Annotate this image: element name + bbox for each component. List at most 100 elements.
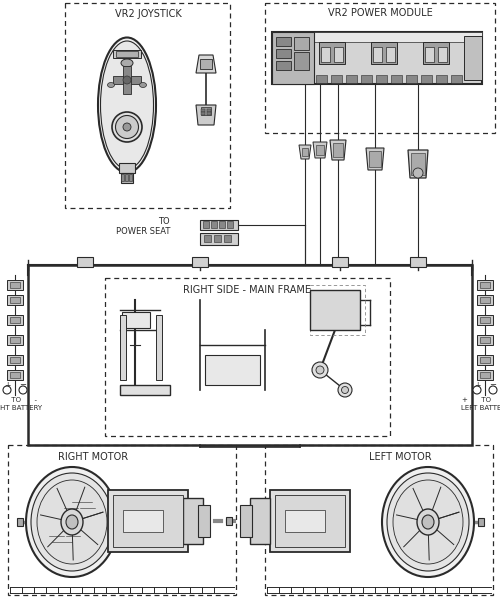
- Polygon shape: [319, 42, 345, 64]
- Polygon shape: [480, 282, 490, 288]
- Ellipse shape: [37, 480, 107, 564]
- Text: TO: TO: [158, 218, 170, 227]
- Polygon shape: [272, 32, 314, 84]
- Polygon shape: [7, 315, 23, 325]
- Polygon shape: [480, 297, 490, 303]
- Polygon shape: [214, 235, 221, 242]
- Text: VR2 JOYSTICK: VR2 JOYSTICK: [114, 9, 182, 19]
- Polygon shape: [373, 47, 382, 62]
- Polygon shape: [120, 385, 170, 395]
- Polygon shape: [408, 150, 428, 178]
- Polygon shape: [207, 112, 211, 114]
- Polygon shape: [250, 498, 270, 544]
- Text: −: −: [490, 380, 496, 389]
- Text: RIGHT BATTERY: RIGHT BATTERY: [0, 405, 42, 411]
- Polygon shape: [477, 335, 493, 345]
- Ellipse shape: [312, 362, 328, 378]
- Polygon shape: [369, 151, 381, 167]
- Polygon shape: [10, 357, 20, 363]
- Ellipse shape: [100, 41, 154, 169]
- Polygon shape: [10, 282, 20, 288]
- Polygon shape: [205, 355, 260, 385]
- Polygon shape: [113, 50, 141, 58]
- Ellipse shape: [26, 467, 118, 577]
- Polygon shape: [425, 47, 434, 62]
- Polygon shape: [211, 221, 217, 228]
- Polygon shape: [7, 370, 23, 380]
- Polygon shape: [122, 312, 150, 328]
- Polygon shape: [17, 518, 23, 526]
- Ellipse shape: [473, 386, 481, 394]
- Polygon shape: [386, 47, 395, 62]
- Polygon shape: [129, 174, 132, 181]
- Polygon shape: [331, 75, 342, 83]
- Polygon shape: [7, 335, 23, 345]
- Polygon shape: [116, 51, 138, 57]
- Polygon shape: [7, 295, 23, 305]
- Ellipse shape: [66, 515, 78, 529]
- Ellipse shape: [382, 467, 474, 577]
- Polygon shape: [477, 295, 493, 305]
- Polygon shape: [204, 235, 211, 242]
- Polygon shape: [294, 37, 309, 50]
- Polygon shape: [376, 75, 387, 83]
- Polygon shape: [451, 75, 462, 83]
- Polygon shape: [366, 148, 384, 170]
- Polygon shape: [201, 112, 205, 114]
- Ellipse shape: [19, 386, 27, 394]
- Polygon shape: [285, 510, 325, 532]
- Polygon shape: [464, 36, 482, 80]
- Ellipse shape: [413, 168, 423, 178]
- Ellipse shape: [417, 509, 439, 535]
- Polygon shape: [477, 315, 493, 325]
- Polygon shape: [200, 233, 238, 245]
- Polygon shape: [226, 517, 232, 525]
- Polygon shape: [203, 221, 209, 228]
- Polygon shape: [121, 174, 124, 181]
- Polygon shape: [123, 66, 131, 94]
- Polygon shape: [480, 372, 490, 378]
- Ellipse shape: [123, 76, 131, 84]
- Polygon shape: [477, 280, 493, 290]
- Ellipse shape: [121, 59, 133, 67]
- Polygon shape: [198, 505, 210, 537]
- Polygon shape: [480, 317, 490, 323]
- Text: +      TO      -: + TO -: [462, 397, 500, 403]
- Ellipse shape: [316, 366, 324, 374]
- Polygon shape: [478, 518, 484, 526]
- Ellipse shape: [123, 123, 131, 131]
- Polygon shape: [410, 257, 426, 267]
- Polygon shape: [299, 145, 311, 159]
- Polygon shape: [121, 173, 133, 183]
- Polygon shape: [332, 257, 348, 267]
- Polygon shape: [411, 153, 425, 175]
- Ellipse shape: [489, 386, 497, 394]
- Polygon shape: [310, 290, 360, 330]
- Polygon shape: [272, 32, 482, 84]
- Polygon shape: [119, 163, 135, 173]
- Ellipse shape: [108, 83, 114, 87]
- Polygon shape: [276, 61, 291, 70]
- Polygon shape: [192, 257, 208, 267]
- Polygon shape: [156, 315, 162, 380]
- Polygon shape: [391, 75, 402, 83]
- Polygon shape: [7, 280, 23, 290]
- Polygon shape: [294, 52, 309, 70]
- Polygon shape: [423, 42, 449, 64]
- Ellipse shape: [31, 473, 113, 571]
- Polygon shape: [316, 75, 327, 83]
- Ellipse shape: [61, 509, 83, 535]
- Polygon shape: [406, 75, 417, 83]
- Ellipse shape: [140, 83, 146, 87]
- Polygon shape: [272, 32, 482, 42]
- Polygon shape: [108, 490, 188, 552]
- Polygon shape: [113, 495, 183, 547]
- Polygon shape: [333, 143, 343, 157]
- Polygon shape: [275, 495, 345, 547]
- Polygon shape: [480, 357, 490, 363]
- Polygon shape: [10, 372, 20, 378]
- Polygon shape: [10, 317, 20, 323]
- Polygon shape: [183, 498, 203, 544]
- Polygon shape: [125, 174, 128, 181]
- Polygon shape: [477, 355, 493, 365]
